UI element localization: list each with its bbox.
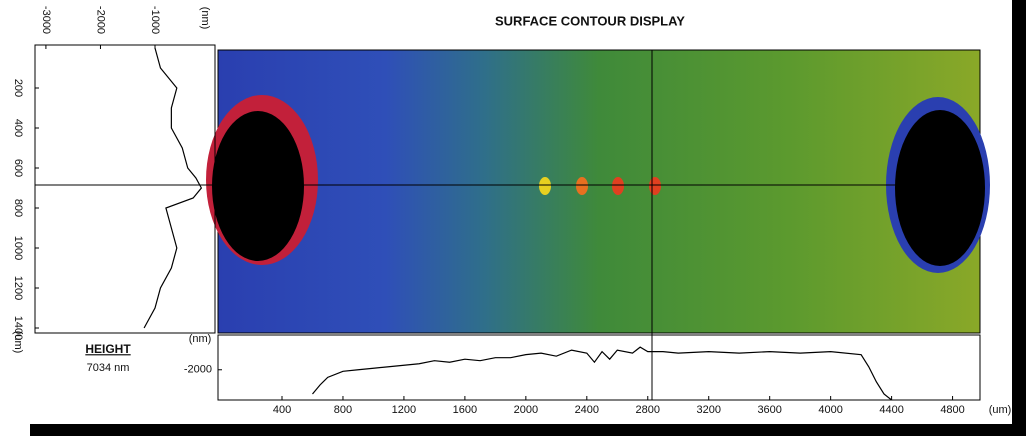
spot [539, 177, 551, 195]
left-panel [34, 44, 216, 334]
bottom-profile-line [312, 346, 892, 401]
x-unit: (nm) [199, 7, 211, 30]
x-tick-label: 2000 [514, 404, 538, 416]
y-tick-label: -2000 [184, 364, 212, 376]
spot [612, 177, 624, 195]
left-profile-line [143, 47, 203, 329]
y-tick-label: 800 [12, 199, 24, 217]
y-tick-label: 600 [12, 159, 24, 177]
x-tick-label: 2800 [636, 404, 660, 416]
readout-label: HEIGHT [85, 342, 131, 356]
right-bar [1012, 0, 1026, 436]
x-tick-label: 4800 [940, 404, 964, 416]
x-tick-label: -3000 [40, 6, 52, 34]
y-tick-label: 1200 [12, 276, 24, 300]
hole [212, 111, 304, 261]
x-tick-label: 1600 [453, 404, 477, 416]
y-unit: (um) [12, 331, 24, 354]
title: SURFACE CONTOUR DISPLAY [495, 13, 685, 28]
readout-value: 7034 nm [87, 362, 130, 374]
x-tick-label: 1200 [392, 404, 416, 416]
spot [576, 177, 588, 195]
map-field [217, 49, 981, 334]
contour-map [35, 49, 990, 400]
y-tick-label: 1400 [12, 316, 24, 340]
y-tick-label: 200 [12, 79, 24, 97]
x-tick-label: -2000 [95, 6, 107, 34]
x-tick-label: 4000 [818, 404, 842, 416]
x-tick-label: 4400 [879, 404, 903, 416]
x-tick-label: 3600 [757, 404, 781, 416]
x-tick-label: 3200 [696, 404, 720, 416]
y-tick-label: 400 [12, 119, 24, 137]
hole [895, 110, 985, 266]
y-tick-label: 1000 [12, 236, 24, 260]
x-tick-label: 2400 [575, 404, 599, 416]
x-tick-label: 800 [334, 404, 352, 416]
x-tick-label: 400 [273, 404, 291, 416]
y-unit: (nm) [189, 333, 212, 345]
spot [649, 177, 661, 195]
x-unit: (um) [989, 404, 1012, 416]
bottom-bar [30, 424, 1026, 436]
bottom-panel [217, 334, 981, 401]
x-tick-label: -1000 [149, 6, 161, 34]
